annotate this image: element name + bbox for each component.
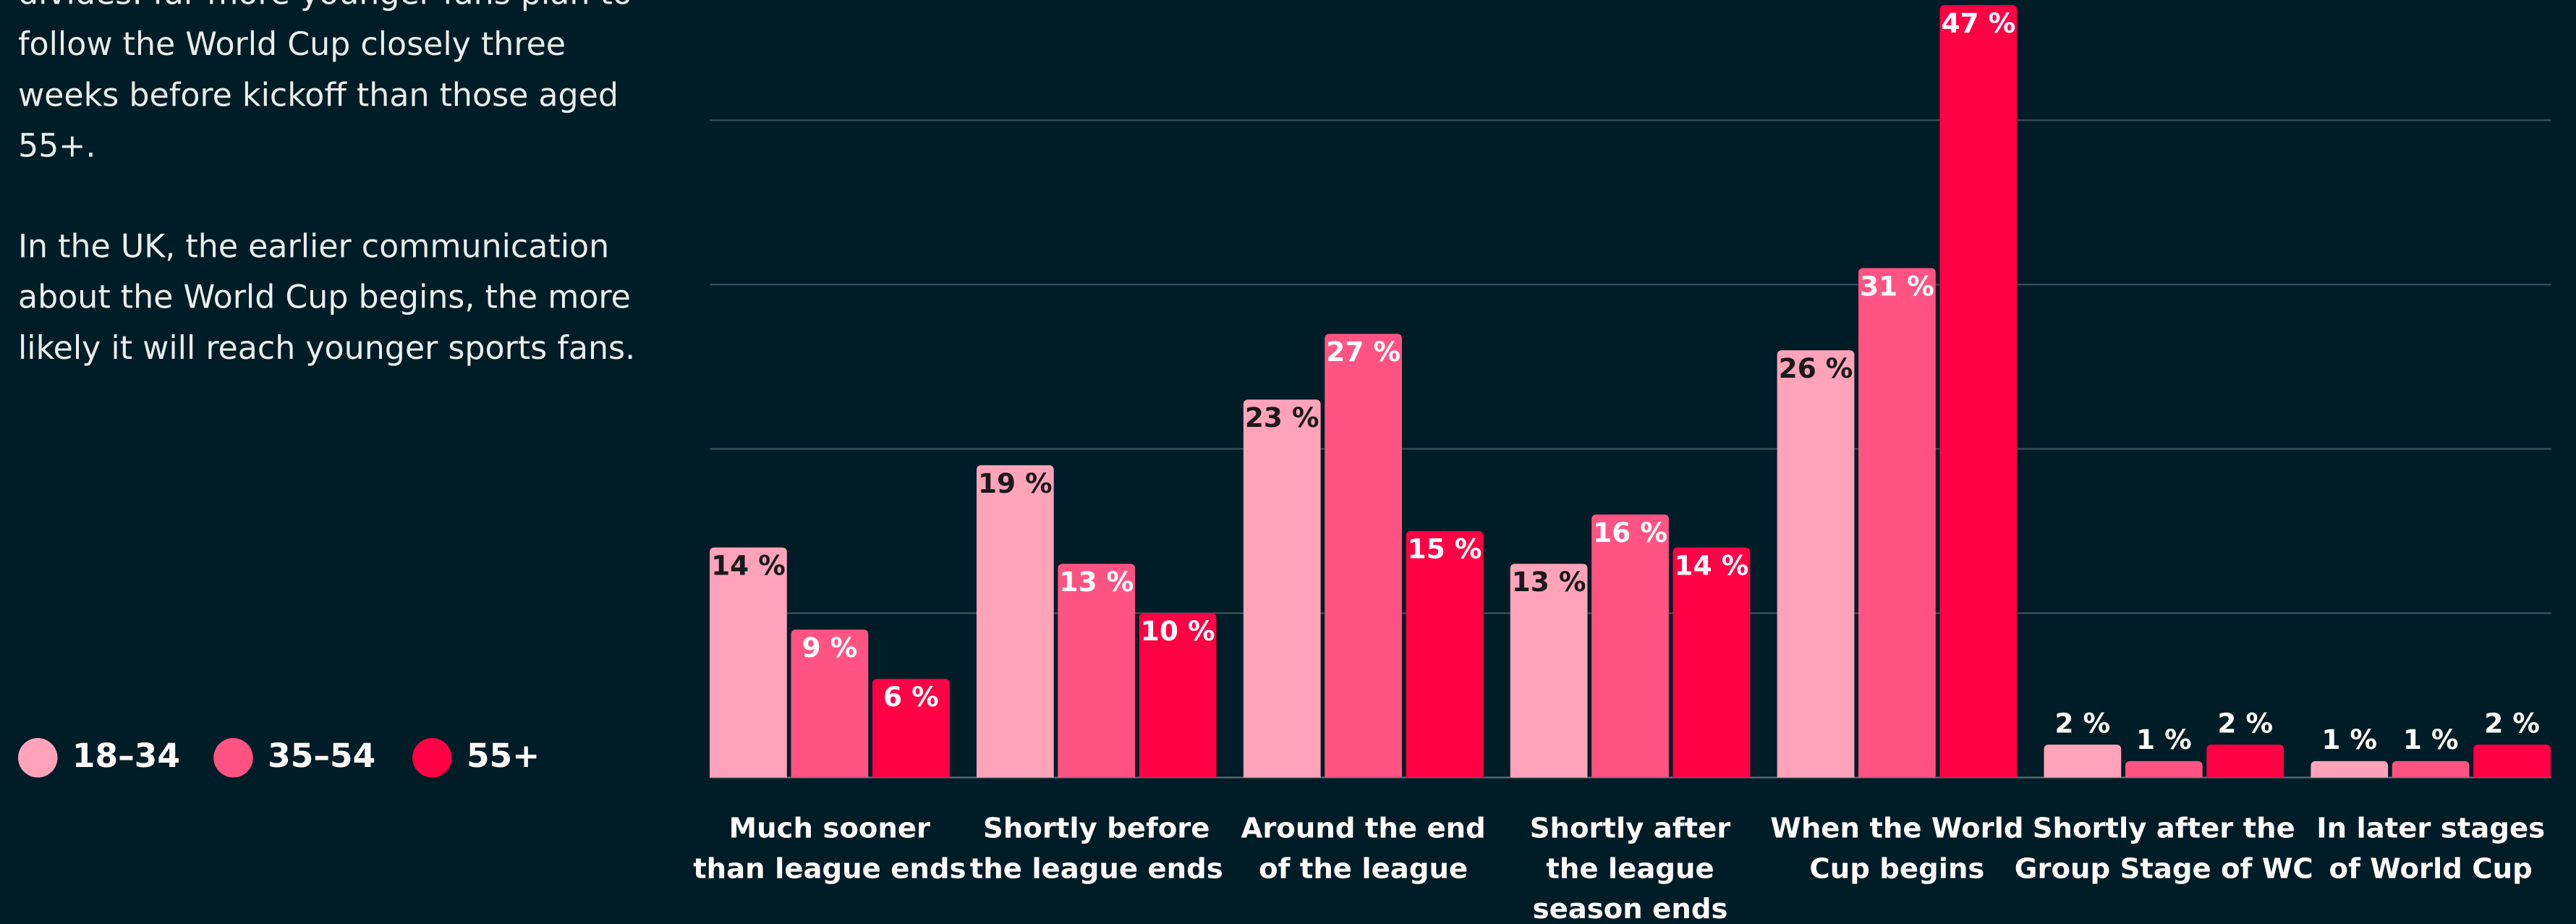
bar <box>710 547 787 778</box>
bar <box>1139 613 1217 778</box>
bar <box>1939 5 2018 778</box>
value-label: 9 % <box>802 632 858 664</box>
paragraph-line: likely it will reach younger sports fans… <box>18 330 635 367</box>
legend-swatch <box>17 738 58 778</box>
value-label: 1 % <box>2321 724 2377 755</box>
x-tick-label: the league ends <box>970 852 1223 885</box>
value-label: 27 % <box>1326 336 1400 368</box>
x-tick-label: Around the end <box>1241 813 1486 845</box>
x-tick-label: Cup begins <box>1809 852 1984 885</box>
x-tick-label: the league <box>1546 852 1714 885</box>
x-tick-label: than league ends <box>693 852 966 885</box>
value-label: 15 % <box>1408 533 1482 565</box>
x-tick-label: When the World <box>1770 813 2023 845</box>
value-label: 23 % <box>1245 402 1319 433</box>
bar <box>2392 760 2470 778</box>
value-label: 13 % <box>1512 566 1586 598</box>
bar <box>2206 745 2284 778</box>
paragraph-line: 55+. <box>18 128 96 165</box>
legend-swatch <box>412 738 452 778</box>
bar <box>1591 514 1669 778</box>
legend-swatch <box>213 738 253 778</box>
x-tick-label: season ends <box>1533 893 1728 924</box>
value-label: 14 % <box>711 549 786 581</box>
value-label: 19 % <box>978 467 1053 499</box>
legend-label: 18–34 <box>72 737 180 775</box>
bar <box>2473 745 2551 778</box>
value-label: 6 % <box>883 681 939 713</box>
value-label: 2 % <box>2484 707 2540 739</box>
bar <box>1510 564 1588 778</box>
legend-label: 55+ <box>467 737 540 775</box>
bar <box>1858 268 1936 778</box>
bar <box>1058 564 1136 778</box>
x-tick-label: Much sooner <box>729 813 930 845</box>
value-label: 47 % <box>1941 7 2015 39</box>
bar <box>872 679 950 778</box>
value-label: 16 % <box>1593 517 1667 548</box>
x-tick-label: Shortly before <box>983 813 1210 845</box>
value-label: 14 % <box>1675 549 1749 581</box>
bar <box>976 465 1054 778</box>
x-tick-label: In later stages <box>2316 813 2545 845</box>
x-tick-label: of the league <box>1259 852 1468 885</box>
value-label: 1 % <box>2136 724 2192 755</box>
x-tick-label: Shortly after <box>1530 813 1731 845</box>
bar <box>2311 760 2389 778</box>
value-label: 31 % <box>1860 270 1934 302</box>
bar <box>1243 399 1321 778</box>
paragraph-line: weeks before kickoff than those aged <box>18 77 619 114</box>
paragraph-line: divides: far more younger fans plan to <box>18 0 632 12</box>
bar <box>2125 760 2203 778</box>
value-label: 10 % <box>1141 615 1215 647</box>
value-label: 26 % <box>1779 352 1853 384</box>
value-label: 2 % <box>2217 707 2273 739</box>
x-tick-label: Group Stage of WC <box>2015 852 2313 885</box>
bar <box>2044 745 2122 778</box>
x-tick-label: Shortly after the <box>2033 813 2295 845</box>
bar <box>1672 547 1751 778</box>
legend-label: 35–54 <box>268 737 375 775</box>
paragraph-line: about the World Cup begins, the more <box>18 279 631 316</box>
value-label: 1 % <box>2403 724 2459 755</box>
value-label: 13 % <box>1059 566 1134 598</box>
bar <box>791 630 869 778</box>
value-label: 2 % <box>2055 707 2111 739</box>
bar <box>1406 530 1484 778</box>
paragraph-line: follow the World Cup closely three <box>18 26 566 63</box>
x-tick-label: of World Cup <box>2329 852 2533 885</box>
bar <box>1777 350 1855 778</box>
paragraph-line: In the UK, the earlier communication <box>18 228 609 265</box>
bar <box>1325 334 1403 778</box>
